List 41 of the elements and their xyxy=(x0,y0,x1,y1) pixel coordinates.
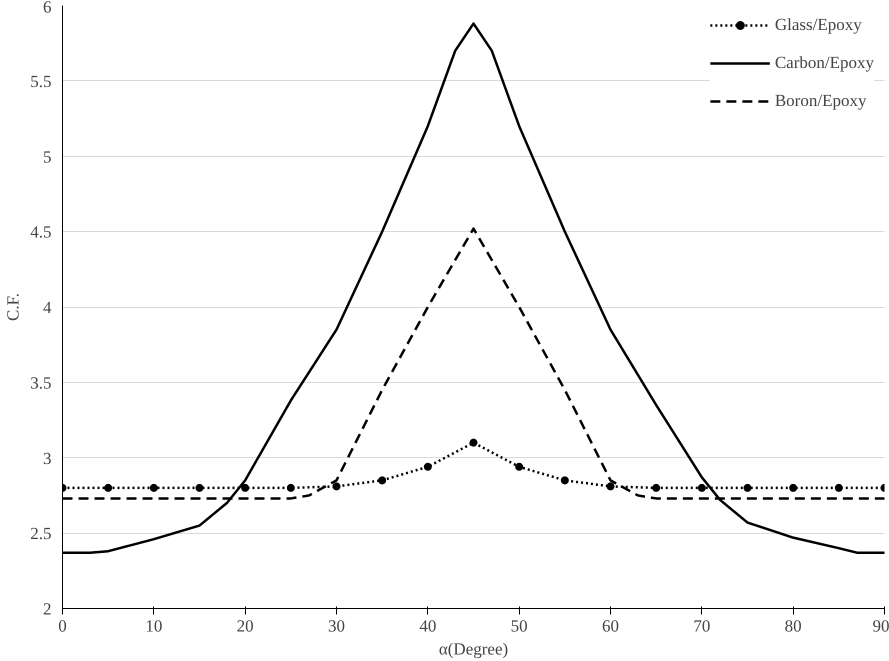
point xyxy=(286,484,295,492)
x-tick-label: 30 xyxy=(328,616,345,636)
x-tick-label: 60 xyxy=(602,616,619,636)
point xyxy=(698,484,706,492)
point xyxy=(332,482,340,490)
y-tick-label: 3.5 xyxy=(30,373,52,392)
y-tick-label: 4.5 xyxy=(30,222,52,242)
x-tick-label: 70 xyxy=(693,616,710,636)
point xyxy=(150,484,158,492)
legend-label: Glass/Epoxy xyxy=(774,15,862,35)
legend-label: Boron/Epoxy xyxy=(774,91,866,111)
x-tick-label: 40 xyxy=(419,616,436,636)
point xyxy=(560,476,569,484)
point xyxy=(424,462,432,471)
point xyxy=(606,482,614,490)
point xyxy=(241,484,250,492)
point xyxy=(789,484,798,492)
y-tick-label: 5 xyxy=(43,147,52,166)
point xyxy=(652,484,660,492)
point xyxy=(378,476,386,484)
y-tick-label: 5.5 xyxy=(30,72,52,91)
x-tick-label: 10 xyxy=(145,616,162,636)
point xyxy=(744,484,752,492)
point xyxy=(196,484,204,492)
y-tick-label: 2.5 xyxy=(30,524,52,544)
x-tick-label: 50 xyxy=(510,616,528,636)
point xyxy=(834,484,843,492)
y-tick-label: 2 xyxy=(43,600,52,618)
point xyxy=(104,484,112,492)
x-tick-label: 90 xyxy=(872,616,889,636)
y-tick-label: 6 xyxy=(43,0,52,16)
point xyxy=(470,438,478,447)
x-tick-label: 20 xyxy=(236,616,254,636)
x-tick-label: 0 xyxy=(58,616,67,636)
y-axis-title: C.F. xyxy=(3,293,22,321)
x-axis-title: α(Degree) xyxy=(438,640,508,658)
legend-label: Carbon/Epoxy xyxy=(774,53,874,73)
y-tick-label: 4 xyxy=(43,298,52,317)
x-tick-label: 80 xyxy=(784,616,802,636)
y-tick-label: 3 xyxy=(43,448,52,468)
point xyxy=(515,462,524,471)
